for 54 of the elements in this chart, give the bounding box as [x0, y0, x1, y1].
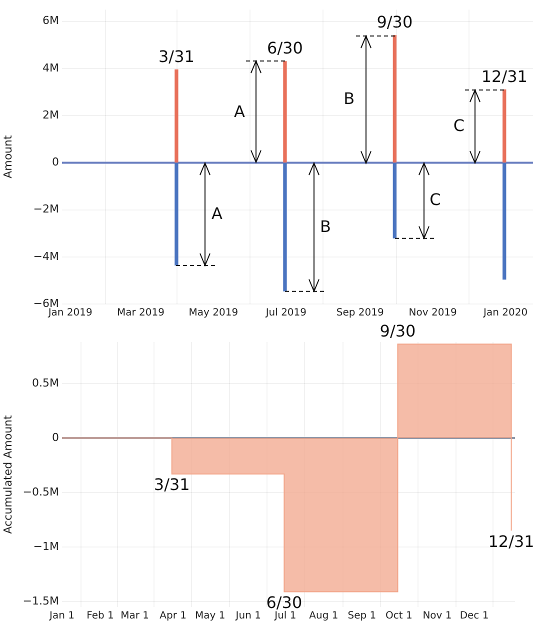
x-tick-label: Sep 2019 [336, 308, 384, 319]
bar [283, 61, 287, 163]
bar [174, 162, 178, 266]
annotation: C [453, 116, 465, 136]
x-tick-label: Nov 2019 [408, 308, 457, 319]
annotation: 9/30 [376, 12, 413, 32]
x-tick-label: Jan 1 [48, 610, 74, 622]
x-tick-label: Aug 1 [309, 610, 338, 622]
y-tick-label: 0 [52, 430, 59, 444]
y-axis-title: Accumulated Amount [1, 414, 14, 534]
annotation: B [344, 89, 355, 110]
x-tick-label: Feb 1 [86, 610, 114, 622]
bar [392, 35, 397, 163]
y-tick-label: 0.5M [32, 376, 59, 390]
annotation: 9/30 [380, 321, 416, 340]
x-tick-label: Jun 1 [234, 610, 261, 622]
x-tick-label: Mar 1 [120, 610, 150, 622]
annotation: 6/30 [266, 592, 302, 612]
annotation: 12/31 [488, 532, 533, 551]
bar [502, 89, 506, 163]
annotation: 3/31 [158, 46, 194, 66]
annotation: 3/31 [154, 475, 190, 494]
y-tick-label: −2M [33, 202, 59, 216]
x-tick-label: Jul 2019 [264, 308, 307, 319]
y-tick-label: −0.5M [22, 485, 59, 498]
annotation: B [320, 216, 331, 237]
x-tick-label: May 2019 [188, 308, 238, 319]
y-tick-label: −1.5M [22, 594, 59, 608]
x-tick-label: Oct 1 [386, 610, 412, 622]
x-tick-label: Nov 1 [422, 610, 452, 622]
y-tick-label: −1M [33, 540, 59, 553]
y-tick-label: 0 [52, 156, 59, 169]
annotation: C [430, 190, 441, 210]
annotation: 6/30 [267, 38, 303, 58]
x-tick-label: Mar 2019 [116, 308, 164, 319]
y-tick-label: 6M [42, 14, 59, 28]
x-tick-label: Jan 2020 [482, 308, 528, 319]
bar [174, 69, 178, 163]
annotation: A [211, 204, 222, 224]
annotation: 12/31 [481, 66, 528, 86]
bar [502, 162, 506, 280]
annotation: A [234, 102, 245, 122]
bar [283, 162, 287, 292]
x-tick-label: May 1 [195, 610, 226, 622]
y-axis-title: Amount [1, 134, 14, 178]
y-tick-label: −4M [33, 250, 59, 263]
y-tick-label: 2M [42, 108, 59, 122]
x-tick-label: Apr 1 [160, 610, 187, 622]
y-tick-label: 4M [42, 61, 59, 74]
x-tick-label: Jan 2019 [47, 308, 92, 319]
x-tick-label: Sep 1 [348, 610, 376, 622]
x-tick-label: Jul 1 [274, 610, 296, 622]
bar [392, 162, 397, 238]
x-tick-label: Dec 1 [460, 610, 489, 622]
